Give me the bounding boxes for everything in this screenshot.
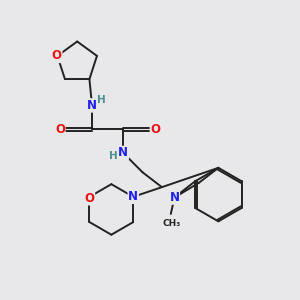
Text: CH₃: CH₃ — [162, 219, 181, 228]
Text: H: H — [97, 95, 106, 105]
Text: N: N — [169, 191, 179, 204]
Text: O: O — [85, 192, 94, 205]
Text: O: O — [52, 50, 62, 62]
Text: N: N — [118, 146, 128, 160]
Text: O: O — [150, 123, 160, 136]
Text: H: H — [110, 151, 118, 161]
Text: O: O — [55, 123, 65, 136]
Text: N: N — [128, 190, 138, 203]
Text: N: N — [87, 99, 97, 112]
